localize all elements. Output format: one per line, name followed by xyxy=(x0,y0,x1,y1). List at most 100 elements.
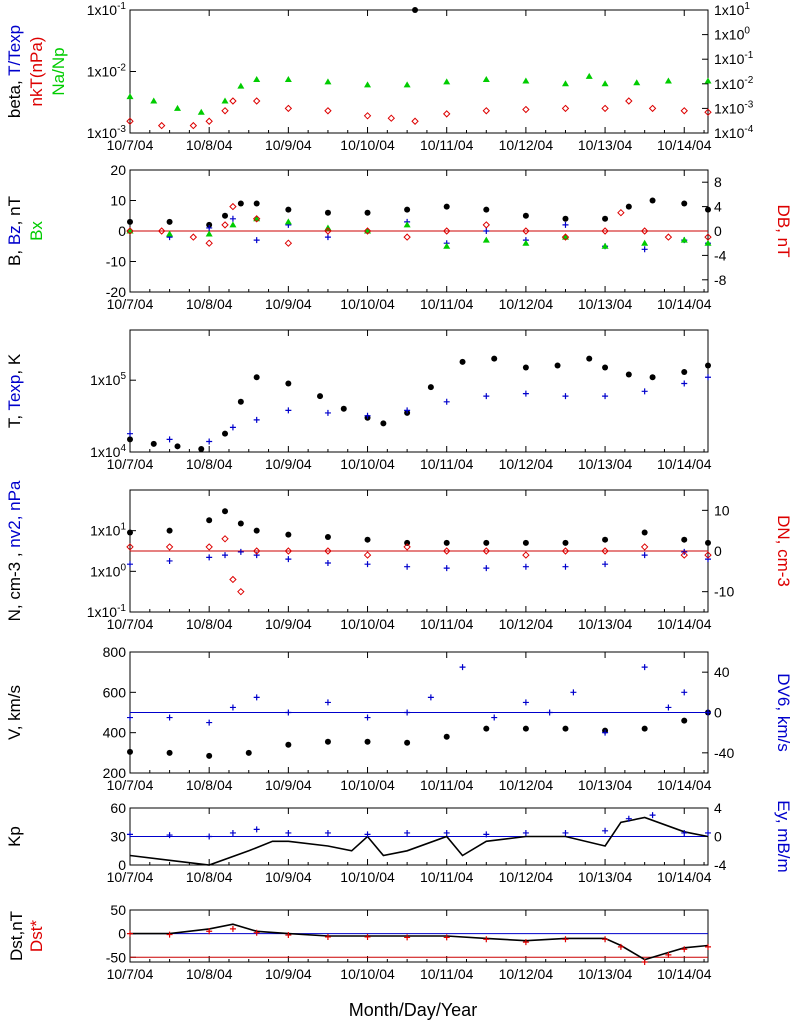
data-point-Texp xyxy=(562,393,569,400)
data-point-B xyxy=(681,200,688,207)
y-tick-label: -20 xyxy=(106,284,126,300)
y-tick-label: 30 xyxy=(110,829,126,845)
data-point-Dst* xyxy=(483,936,490,943)
data-point-T xyxy=(174,443,181,450)
data-point-B xyxy=(222,212,229,219)
data-point-nv2 xyxy=(285,556,292,563)
data-point-DN xyxy=(680,551,688,559)
x-tick-label: 10/11/04 xyxy=(420,616,474,632)
data-point-DB xyxy=(403,233,411,241)
data-point-DV6 xyxy=(705,709,711,716)
y-tick-label: 1x105 xyxy=(90,371,126,388)
data-point-V xyxy=(641,725,648,732)
data-point-DN xyxy=(252,547,261,555)
data-point-DN xyxy=(482,547,491,555)
data-point-N xyxy=(522,539,529,546)
data-point-V xyxy=(404,739,411,746)
data-point-Na/Np xyxy=(601,80,609,87)
data-point-T xyxy=(340,405,347,412)
data-point-DB xyxy=(189,233,198,241)
data-point-DV6 xyxy=(285,709,292,716)
x-tick-label: 10/13/04 xyxy=(578,777,633,793)
data-point-Bz xyxy=(483,228,490,234)
data-point-Dst* xyxy=(253,929,260,936)
data-point-Dst* xyxy=(681,946,688,953)
data-point-DN xyxy=(237,587,245,596)
data-point-Na/Np xyxy=(324,78,332,85)
data-point-Texp xyxy=(522,390,529,397)
data-point-DN xyxy=(704,551,712,559)
x-tick-label: 10/12/04 xyxy=(499,616,554,632)
data-point-Bx xyxy=(704,239,712,246)
data-point-nkT xyxy=(482,107,491,115)
data-point-N xyxy=(681,536,688,543)
y-axis-label: nkT(nPa) xyxy=(27,37,46,107)
y-right-tick-label: 1x10-1 xyxy=(714,50,754,67)
x-tick-label: 10/12/04 xyxy=(499,869,554,885)
data-point-T xyxy=(198,446,205,453)
data-point-beta xyxy=(412,7,419,13)
x-tick-label: 10/14/04 xyxy=(657,456,712,472)
y-tick-label: 0 xyxy=(118,223,126,239)
x-tick-label: 10/7/04 xyxy=(107,869,154,885)
data-point-Ey xyxy=(522,829,529,836)
data-point-T xyxy=(602,364,609,371)
data-point-N xyxy=(127,529,133,536)
data-point-DV6 xyxy=(459,664,466,671)
data-point-B xyxy=(443,203,450,210)
y-right-tick-label: 1x100 xyxy=(714,26,750,43)
series-line-Kp xyxy=(129,816,709,866)
data-point-DV6 xyxy=(641,664,648,671)
y-tick-label: -10 xyxy=(106,254,126,270)
y-axis-label: T, Texp, K xyxy=(5,353,24,428)
data-point-Bx xyxy=(284,218,292,225)
y-axis-label: Kp xyxy=(5,826,24,847)
data-point-Ey xyxy=(324,829,331,836)
data-point-DV6 xyxy=(546,709,553,716)
x-tick-label: 10/10/04 xyxy=(340,616,395,632)
data-point-nkT xyxy=(221,107,229,115)
data-point-Dst* xyxy=(206,928,213,935)
y-tick-label: 1x10-1 xyxy=(87,603,127,620)
data-point-DV6 xyxy=(166,714,173,721)
data-point-V xyxy=(443,733,450,740)
data-point-nv2 xyxy=(364,561,371,568)
data-point-Na/Np xyxy=(403,81,411,88)
series-line-Dst xyxy=(130,923,709,961)
data-point-Texp xyxy=(681,380,688,387)
data-point-B xyxy=(404,206,411,213)
data-point-DN xyxy=(221,535,229,543)
data-point-Na/Np xyxy=(126,93,134,100)
data-point-N xyxy=(364,536,371,543)
data-point-Na/Np xyxy=(150,97,158,104)
x-tick-label: 10/13/04 xyxy=(578,616,633,632)
data-point-nv2 xyxy=(253,552,260,559)
y-right-tick-label: 8 xyxy=(714,174,722,190)
data-point-N xyxy=(602,536,609,543)
data-point-nkT xyxy=(205,117,213,125)
x-tick-label: 10/7/04 xyxy=(107,777,154,793)
data-point-N xyxy=(285,531,292,538)
data-point-nkT xyxy=(252,97,261,105)
data-point-Ey xyxy=(206,833,213,840)
y-right-tick-label: 1x101 xyxy=(714,1,750,18)
data-point-Ey xyxy=(602,827,609,834)
x-tick-label: 10/13/04 xyxy=(578,296,633,312)
x-tick-label: 10/14/04 xyxy=(657,869,712,885)
panel-Kp: 10/7/04 10/8/04 10/9/04 10/10/04 10/11/04 10/… xyxy=(5,800,791,885)
data-point-N xyxy=(324,533,331,540)
data-point-nkT xyxy=(324,107,332,115)
data-point-DN xyxy=(126,543,134,551)
data-point-nkT xyxy=(284,104,293,113)
data-point-N xyxy=(641,529,648,536)
y-tick-label: 1x10-3 xyxy=(87,124,127,141)
data-point-Ey xyxy=(404,829,411,836)
data-point-N xyxy=(562,539,569,546)
y-right-tick-label: 0 xyxy=(714,223,722,239)
y-right-tick-label: 10 xyxy=(714,502,730,518)
data-point-nv2 xyxy=(166,557,173,564)
y-right-tick-label: 0 xyxy=(714,829,722,845)
data-point-DV6 xyxy=(522,699,529,706)
y-tick-label: 1x100 xyxy=(90,562,126,579)
